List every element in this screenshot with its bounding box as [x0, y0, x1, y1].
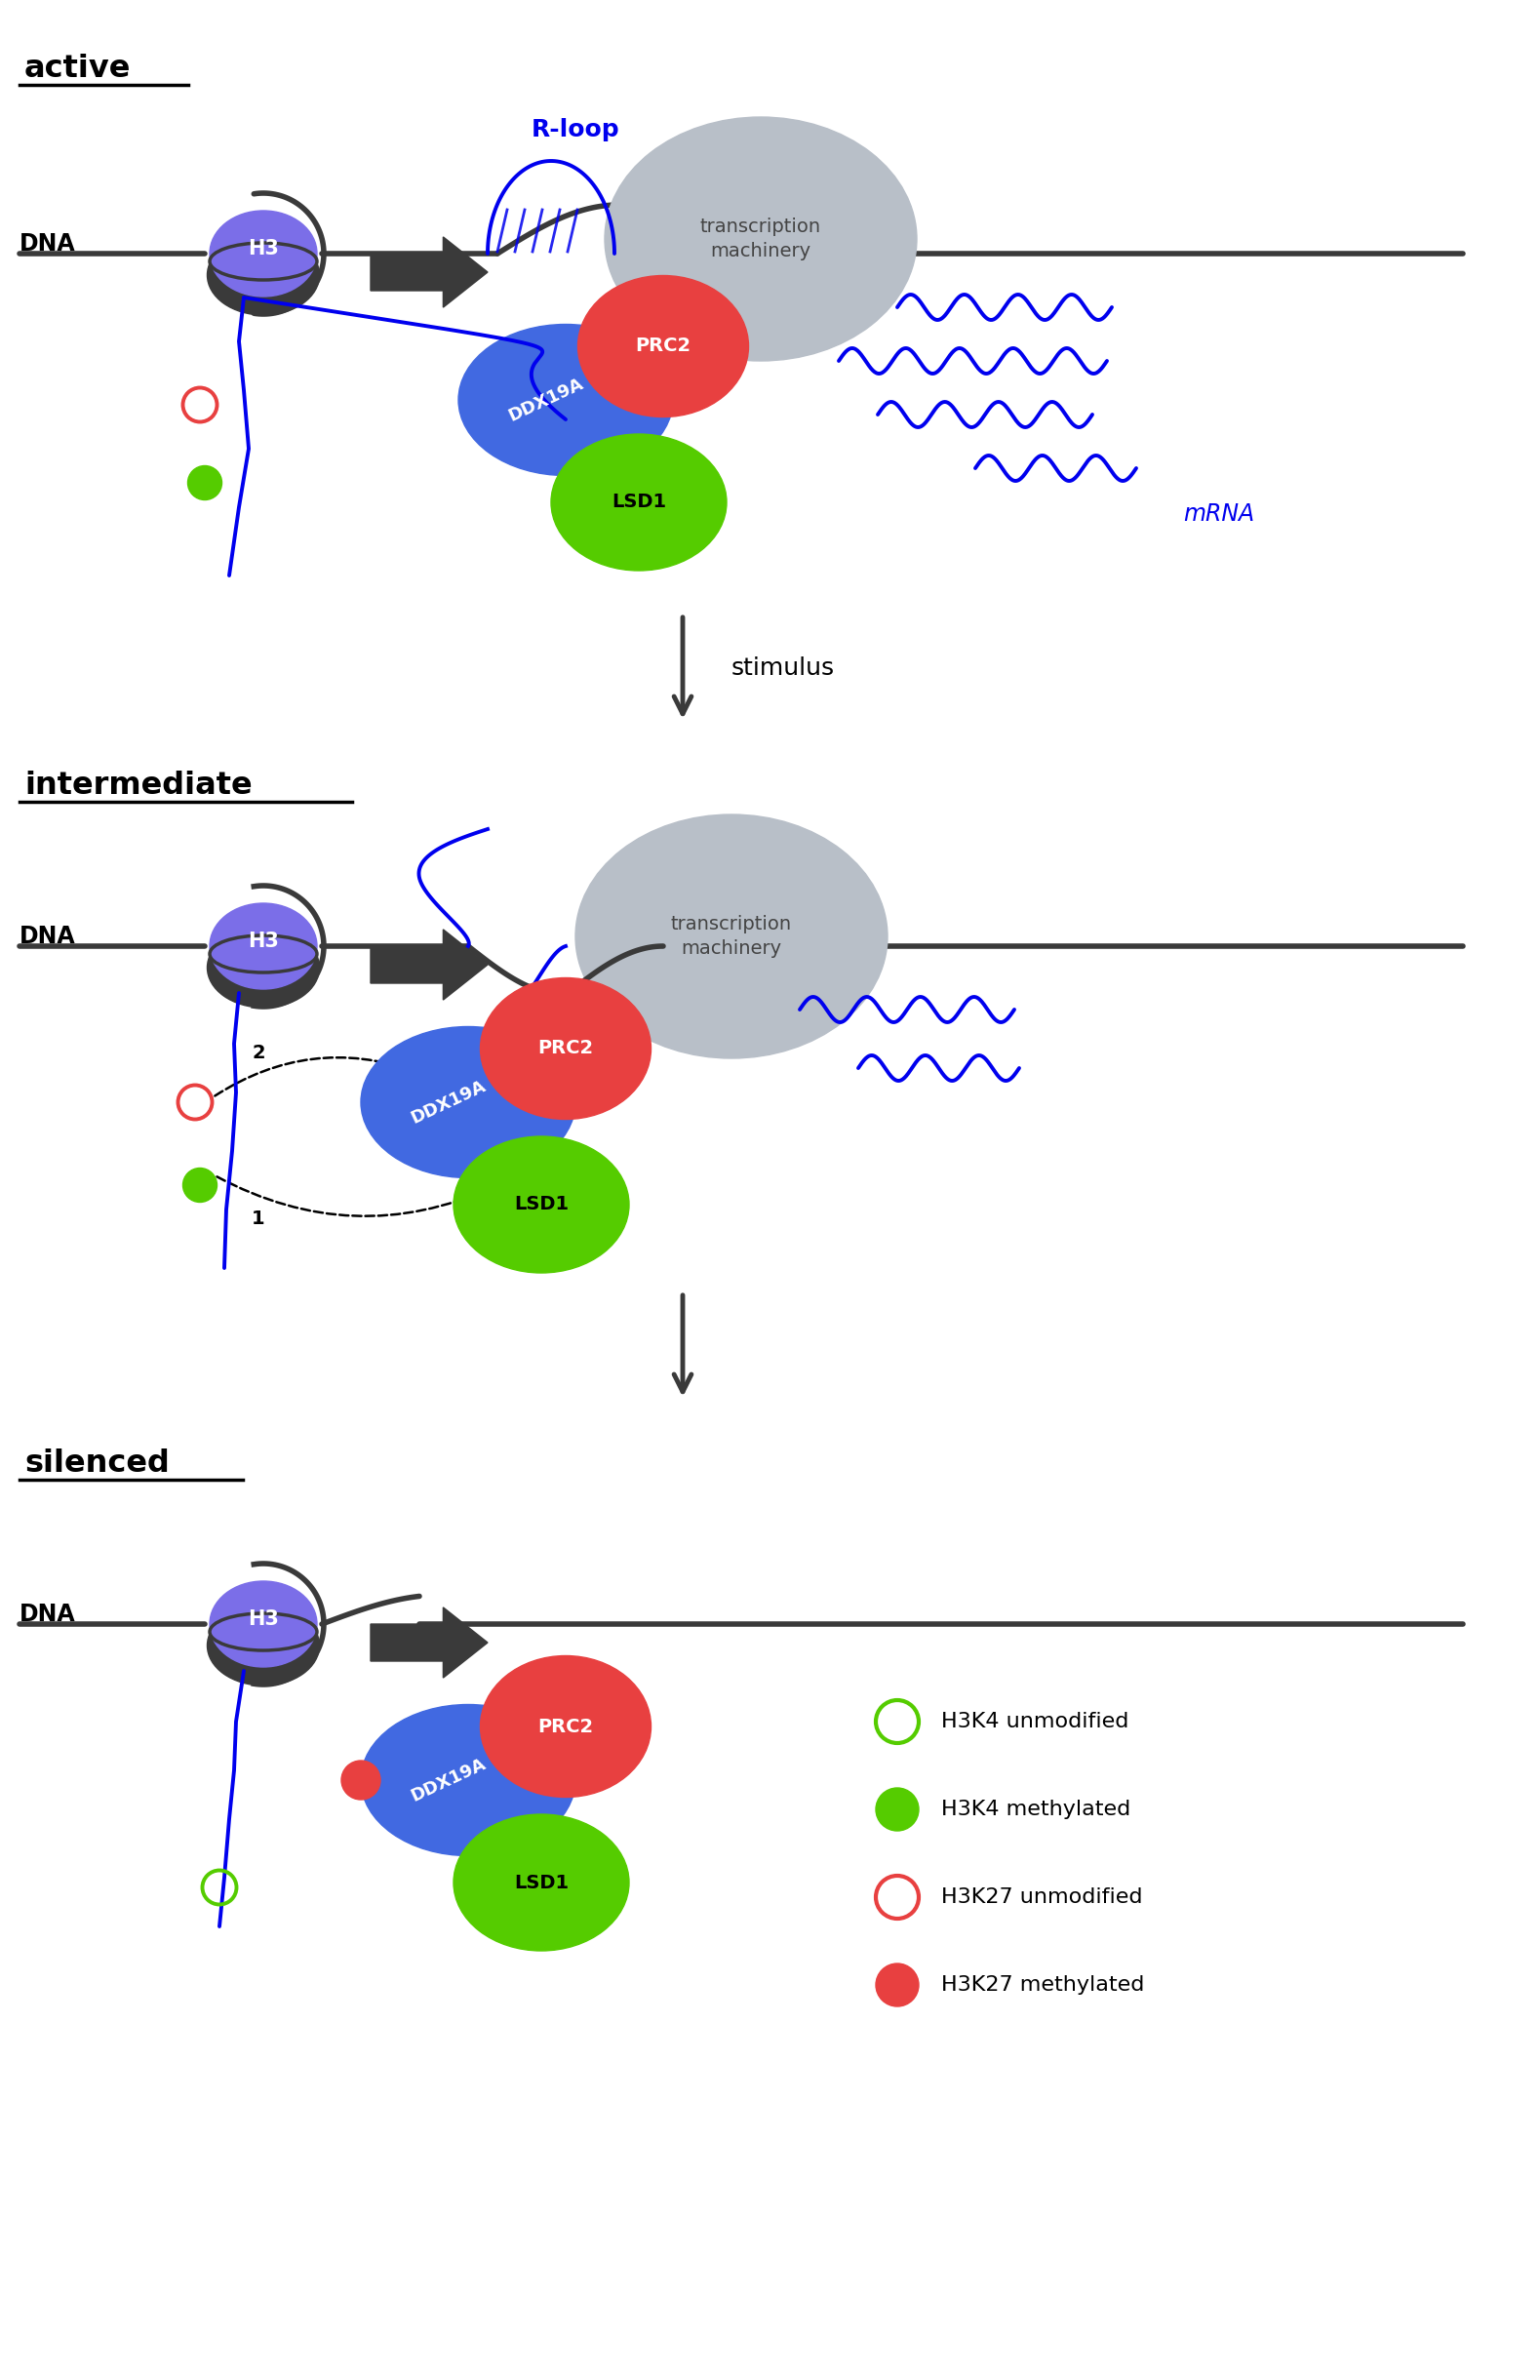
Circle shape — [183, 1169, 217, 1202]
FancyArrow shape — [371, 931, 488, 1000]
Text: PRC2: PRC2 — [636, 338, 691, 355]
Text: LSD1: LSD1 — [514, 1195, 568, 1214]
Ellipse shape — [360, 1704, 576, 1856]
Circle shape — [342, 1761, 380, 1799]
Text: H3K27 methylated: H3K27 methylated — [941, 1975, 1144, 1994]
Text: LSD1: LSD1 — [514, 1873, 568, 1892]
FancyArrow shape — [371, 1606, 488, 1678]
Ellipse shape — [551, 433, 727, 571]
Text: intermediate: intermediate — [25, 771, 253, 800]
Ellipse shape — [578, 276, 748, 416]
Ellipse shape — [209, 1580, 317, 1666]
Text: transcription
machinery: transcription machinery — [701, 217, 821, 259]
Circle shape — [188, 466, 222, 500]
Text: H3K4 methylated: H3K4 methylated — [941, 1799, 1130, 1818]
Text: 1: 1 — [253, 1209, 265, 1228]
Text: DNA: DNA — [20, 233, 75, 255]
Ellipse shape — [208, 928, 319, 1007]
Ellipse shape — [208, 1606, 319, 1685]
Ellipse shape — [360, 1026, 576, 1178]
Text: DDX19A: DDX19A — [505, 376, 587, 426]
Text: silenced: silenced — [25, 1449, 169, 1478]
Text: 2: 2 — [253, 1045, 265, 1064]
Text: DNA: DNA — [20, 1602, 75, 1626]
Text: mRNA: mRNA — [1183, 502, 1255, 526]
Text: DDX19A: DDX19A — [408, 1754, 488, 1804]
Ellipse shape — [209, 904, 317, 990]
Text: LSD1: LSD1 — [611, 493, 667, 512]
Text: transcription
machinery: transcription machinery — [671, 914, 792, 957]
Ellipse shape — [208, 236, 319, 314]
Text: H3: H3 — [248, 238, 279, 259]
Ellipse shape — [209, 212, 317, 298]
Ellipse shape — [453, 1135, 628, 1273]
Ellipse shape — [459, 324, 673, 476]
Circle shape — [876, 1787, 919, 1830]
Ellipse shape — [605, 117, 916, 362]
Text: PRC2: PRC2 — [537, 1718, 593, 1735]
Ellipse shape — [576, 814, 887, 1059]
Text: H3: H3 — [248, 931, 279, 952]
Text: R-loop: R-loop — [531, 119, 619, 140]
Text: DNA: DNA — [20, 926, 75, 947]
Text: stimulus: stimulus — [732, 657, 835, 681]
Text: H3K4 unmodified: H3K4 unmodified — [941, 1711, 1129, 1730]
Text: DDX19A: DDX19A — [408, 1078, 488, 1128]
Text: active: active — [25, 55, 131, 83]
Text: PRC2: PRC2 — [537, 1040, 593, 1057]
Ellipse shape — [480, 978, 651, 1119]
Ellipse shape — [453, 1814, 628, 1952]
Circle shape — [876, 1964, 919, 2006]
FancyArrow shape — [371, 238, 488, 307]
Ellipse shape — [480, 1656, 651, 1797]
Text: H3: H3 — [248, 1609, 279, 1628]
Text: H3K27 unmodified: H3K27 unmodified — [941, 1887, 1143, 1906]
